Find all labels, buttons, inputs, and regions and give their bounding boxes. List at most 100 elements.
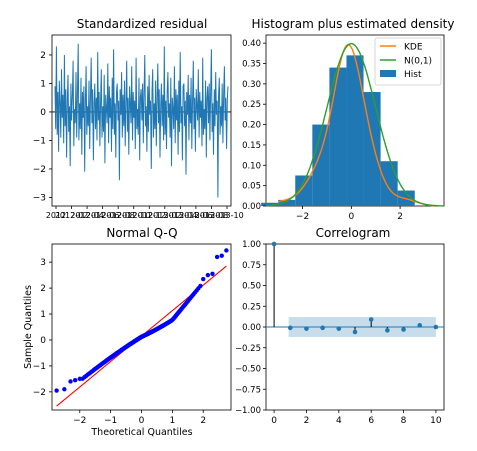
- normal-qq-ylabel: Sample Quantiles: [23, 285, 34, 369]
- legend-hist-label: Hist: [404, 70, 422, 80]
- qq-point: [68, 379, 73, 384]
- residual-x-tick-label: 2012-04: [70, 211, 103, 220]
- residual-x-tick-label: 2012-10: [117, 211, 150, 220]
- histogram-panel: Histogram plus estimated density 0.00 0.0…: [242, 17, 454, 222]
- histogram-y-tick-label: 0.05: [242, 182, 261, 192]
- legend-kde-label: KDE: [404, 43, 423, 53]
- histogram-x-tick-label: 0: [348, 212, 354, 222]
- qq-point: [72, 377, 78, 383]
- residual-y-tick-label: 0: [40, 108, 46, 118]
- correlogram-y-tick-label: −0.75: [235, 385, 261, 395]
- correlogram-marker: [385, 328, 390, 333]
- correlogram-x-tick-label: 4: [336, 416, 342, 426]
- residual-y-tick-label: −2: [33, 165, 46, 175]
- correlogram-y-tick-label: −0.25: [235, 344, 261, 354]
- normal-density-curve: [266, 42, 444, 207]
- correlogram-y-tick-label: 0.75: [242, 261, 261, 271]
- residual-x-tick-label: 2012-02: [55, 211, 88, 220]
- residual-series-line: [54, 43, 229, 198]
- correlogram-marker: [433, 324, 439, 330]
- histogram-legend: KDE N(0,1) Hist: [374, 37, 442, 86]
- correlogram-y-tick-label: −0.50: [235, 365, 261, 375]
- histogram-bar: [295, 175, 313, 206]
- qq-point: [205, 272, 211, 278]
- qq-point: [62, 387, 67, 392]
- correlogram-panel: Correlogram −1.00 −0.75 −0.50 −0.25 0.00 0.25…: [235, 226, 445, 426]
- standardized-residual-title: Standardized residual: [77, 17, 208, 31]
- qq-point: [198, 283, 203, 289]
- residual-x-tick-label: 2012-12: [133, 211, 166, 220]
- histogram-y-tick-label: 0.10: [242, 161, 261, 171]
- correlogram-marker: [304, 326, 309, 331]
- histogram-y-tick-label: 0.20: [242, 121, 261, 131]
- qq-point: [54, 388, 59, 393]
- histogram-bar: [329, 67, 347, 206]
- correlogram-marker: [352, 329, 358, 335]
- residual-y-tick-label: −1: [33, 136, 46, 146]
- kde-curve: [278, 43, 435, 207]
- correlogram-y-tick-label: 0.25: [242, 302, 261, 312]
- correlogram-marker: [271, 241, 277, 247]
- correlogram-marker: [320, 325, 325, 331]
- histogram-y-tick-label: 0.30: [242, 80, 261, 90]
- qq-y-tick-label: 2: [40, 284, 46, 294]
- qq-y-tick-label: −2: [33, 388, 46, 398]
- standardized-residual-panel: Standardized residual −3−2−101220122012-…: [33, 17, 244, 220]
- residual-y-tick-label: −3: [33, 193, 46, 203]
- correlogram-title: Correlogram: [316, 226, 391, 240]
- qq-y-tick-label: 0: [40, 336, 46, 346]
- qq-point: [77, 376, 82, 382]
- correlogram-marker: [336, 326, 342, 331]
- qq-point: [201, 276, 206, 282]
- qq-x-tick-label: −1: [104, 416, 117, 426]
- correlogram-y-tick-label: −1.00: [235, 406, 261, 416]
- legend-normal-label: N(0,1): [404, 57, 432, 67]
- qq-y-tick-label: −1: [33, 362, 46, 372]
- correlogram-x-tick-label: 2: [304, 416, 310, 426]
- correlogram-marker: [287, 325, 293, 331]
- histogram-bar: [261, 202, 279, 206]
- histogram-y-tick-label: 0.35: [242, 60, 261, 70]
- histogram-bar: [380, 161, 398, 206]
- histogram-bar: [346, 55, 364, 206]
- correlogram-y-tick-label: 1.00: [242, 240, 261, 250]
- normal-qq-panel: Normal Q-Q Theoretical Quantiles Sample …: [23, 226, 232, 438]
- histogram-y-tick-label: 0.25: [242, 100, 261, 110]
- histogram-y-tick-label: 0.15: [242, 141, 261, 151]
- qq-point: [219, 253, 224, 258]
- correlogram-marker: [368, 317, 374, 322]
- residual-x-tick-label: 2013-02: [148, 211, 181, 220]
- correlogram-y-tick-label: 0.50: [242, 282, 261, 292]
- correlogram-x-tick-label: 10: [430, 416, 442, 426]
- residual-x-tick-label: 2013-08: [195, 211, 228, 220]
- histogram-y-tick-label: 0.00: [242, 202, 261, 212]
- qq-y-tick-label: 1: [40, 310, 46, 320]
- correlogram-y-tick-label: 0.00: [242, 323, 261, 333]
- residual-x-tick-label: 2013-04: [164, 211, 197, 220]
- residual-x-tick-label: 2012-08: [101, 211, 134, 220]
- qq-point: [224, 248, 229, 253]
- qq-point: [214, 254, 220, 260]
- residual-x-tick-label: 2012: [46, 211, 66, 220]
- qq-x-tick-label: 1: [169, 416, 175, 426]
- histogram-title: Histogram plus estimated density: [252, 17, 455, 31]
- normal-qq-title: Normal Q-Q: [106, 226, 177, 240]
- histogram-x-tick-label: 2: [397, 212, 403, 222]
- qq-point: [210, 271, 215, 277]
- standardized-residual-axes: [51, 34, 232, 207]
- histogram-y-tick-label: 0.40: [242, 39, 261, 49]
- correlogram-x-tick-label: 0: [271, 416, 277, 426]
- qq-x-tick-label: 2: [200, 416, 206, 426]
- correlogram-marker: [417, 323, 423, 328]
- legend-hist-swatch: [380, 70, 396, 77]
- residual-x-tick-label: 2013-06: [179, 211, 212, 220]
- residual-x-tick-label: 2013-10: [210, 211, 243, 220]
- residual-y-tick-label: 1: [40, 79, 46, 89]
- residual-y-tick-label: 2: [40, 51, 46, 61]
- qq-y-tick-label: 3: [40, 258, 46, 268]
- residual-x-tick-label: 2012-06: [86, 211, 119, 220]
- correlogram-x-tick-label: 8: [401, 416, 407, 426]
- histogram-x-tick-label: −2: [296, 212, 309, 222]
- qq-x-tick-label: 0: [139, 416, 145, 426]
